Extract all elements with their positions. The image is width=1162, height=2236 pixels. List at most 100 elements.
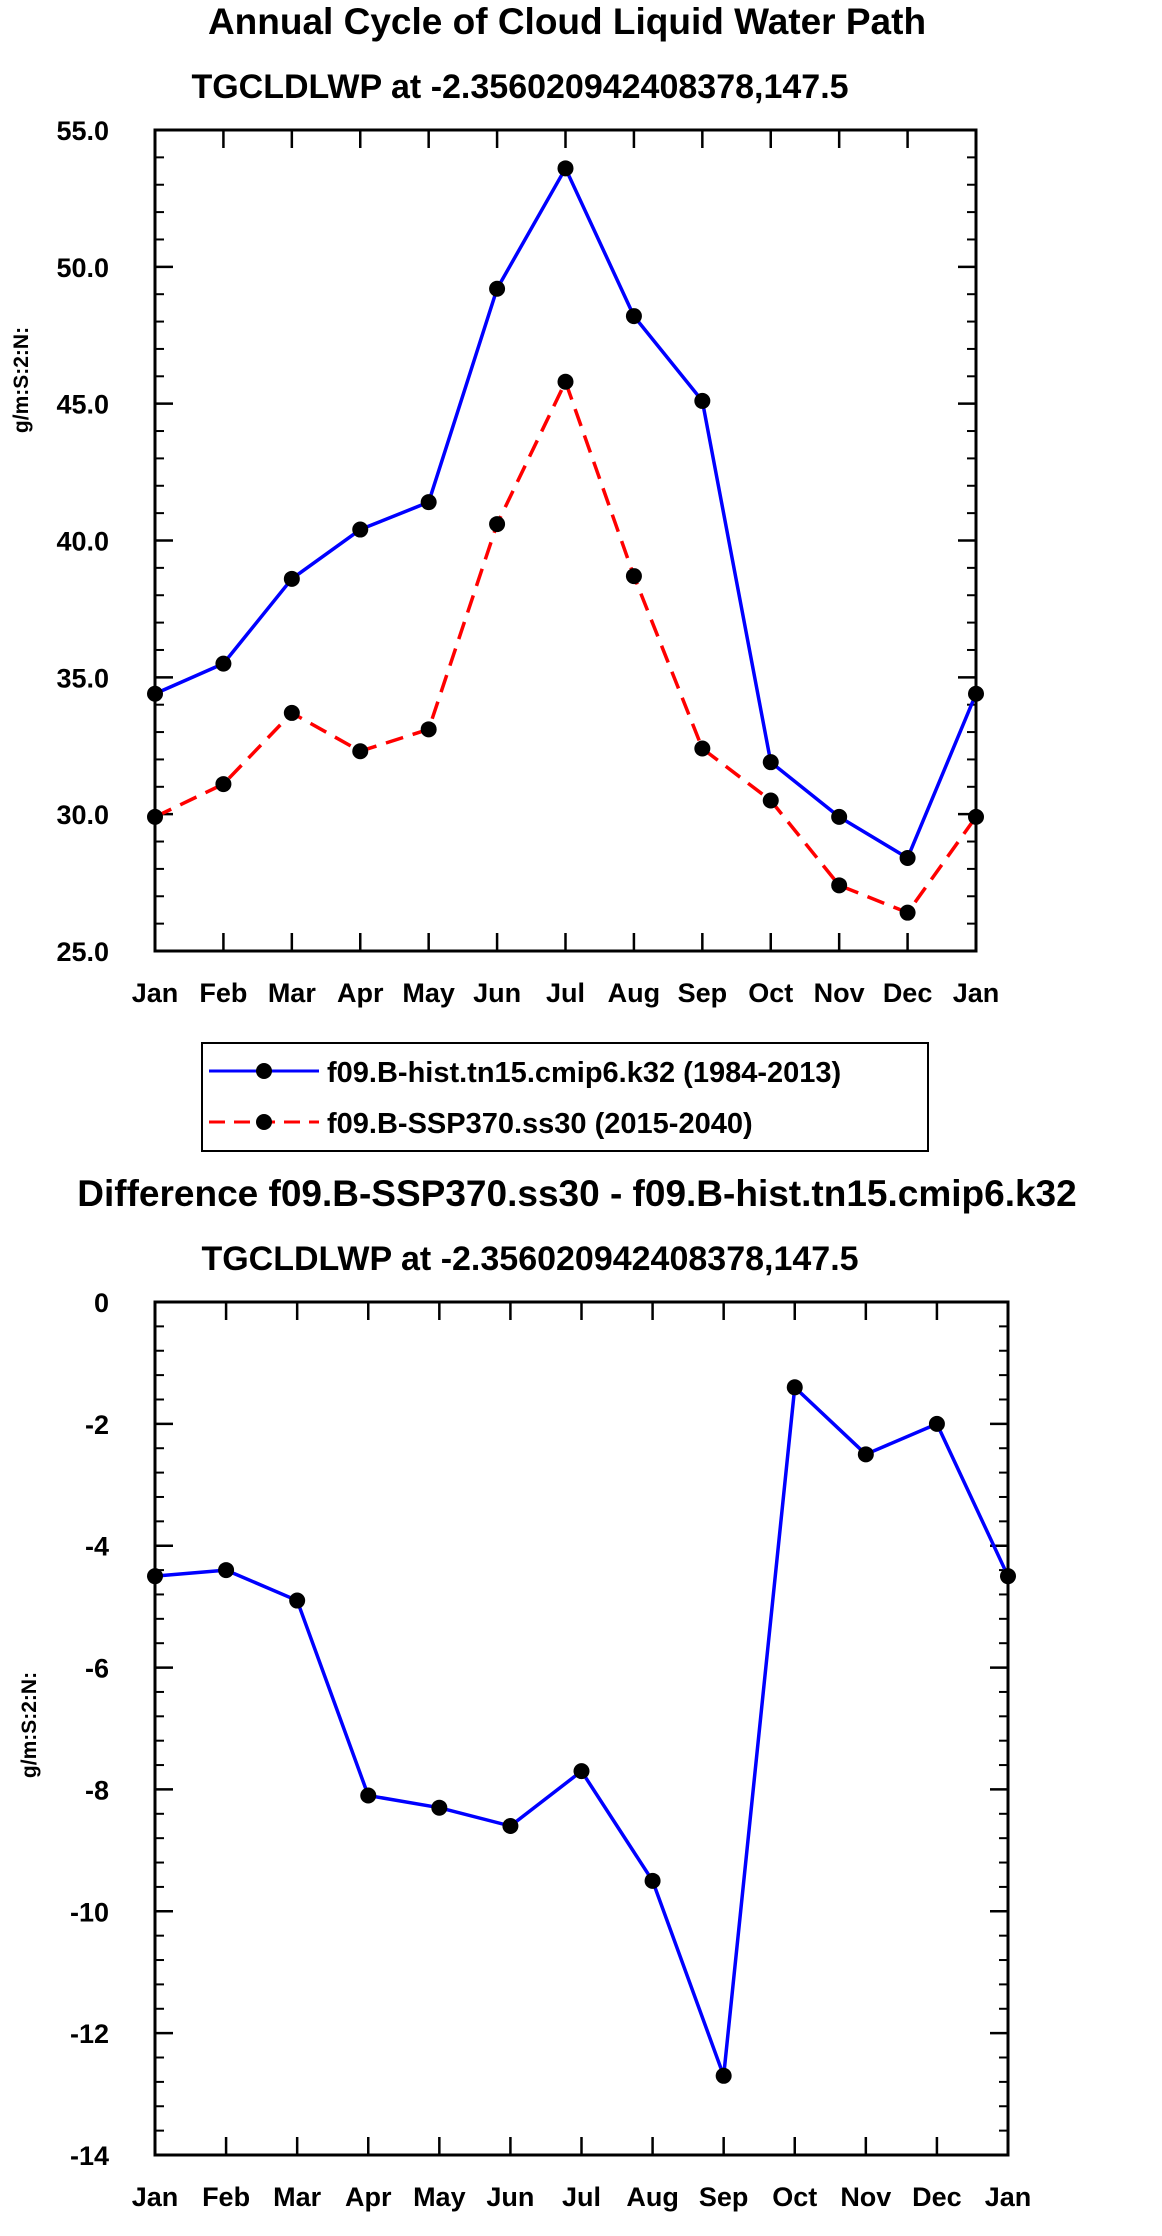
- series-0-point: [573, 1763, 590, 1780]
- series-0-point: [831, 808, 848, 825]
- series-0-point: [218, 1562, 235, 1579]
- y-tick-label: 55.0: [56, 116, 109, 146]
- x-tick-label: Aug: [608, 978, 660, 1008]
- series-0-point: [289, 1592, 306, 1609]
- y-tick-label: -12: [70, 2019, 109, 2049]
- chart1-y-tick-labels: 55.0 50.0 45.0 40.0 35.0 30.0 25.0: [56, 116, 109, 967]
- series-1-point: [283, 704, 300, 721]
- legend-swatch-ssp-marker: [256, 1114, 272, 1130]
- y-tick-label: -10: [70, 1897, 109, 1927]
- chart1-subtitle: TGCLDLWP at -2.356020942408378,147.5: [191, 68, 848, 106]
- series-1-point: [625, 568, 642, 585]
- series-line-0: [154, 166, 978, 860]
- x-tick-label: Mar: [268, 978, 317, 1008]
- series-1-point: [968, 808, 984, 825]
- x-tick-label: Mar: [273, 2182, 322, 2212]
- series-0-point: [644, 1872, 661, 1889]
- chart1-legend: f09.B-hist.tn15.cmip6.k32 (1984-2013) f0…: [201, 1042, 929, 1152]
- series-0-point: [968, 685, 984, 702]
- series-0-point: [786, 1379, 803, 1396]
- series-0-point: [625, 308, 642, 325]
- series-0-point: [715, 2067, 732, 2084]
- x-tick-label: Oct: [772, 2182, 817, 2212]
- x-tick-label: Oct: [748, 978, 793, 1008]
- y-tick-label: 40.0: [56, 527, 109, 557]
- series-0-point: [502, 1817, 519, 1834]
- x-tick-label: Dec: [883, 978, 933, 1008]
- panel-difference: Difference f09.B-SSP370.ss30 - f09.B-his…: [18, 1173, 1077, 2212]
- chart1-plot-frame: [153, 128, 978, 953]
- series-0-point: [283, 570, 300, 587]
- x-tick-label: May: [402, 978, 455, 1008]
- legend-label-hist: f09.B-hist.tn15.cmip6.k32 (1984-2013): [327, 1057, 841, 1089]
- x-tick-label: Jan: [985, 2182, 1032, 2212]
- x-tick-label: Dec: [912, 2182, 962, 2212]
- series-1-point: [215, 776, 232, 793]
- series-1-point: [420, 721, 437, 738]
- chart2-y-axis-label: g/m:S:2:N:: [18, 1672, 41, 1778]
- chart2-plot-frame: [153, 1300, 1010, 2157]
- chart1-series-layer: [147, 160, 984, 921]
- x-tick-label: Jul: [546, 978, 585, 1008]
- legend-box: [201, 1042, 929, 1152]
- x-tick-label: Sep: [699, 2182, 749, 2212]
- y-tick-label: -6: [85, 1654, 109, 1684]
- x-tick-label: Nov: [840, 2182, 891, 2212]
- chart2-y-tick-labels: 0 -2 -4 -6 -8 -10 -12 -14: [70, 1288, 109, 2171]
- series-0-point: [762, 754, 779, 771]
- series-1-point: [557, 373, 574, 390]
- x-tick-label: Jun: [486, 2182, 534, 2212]
- y-tick-label: -2: [85, 1410, 109, 1440]
- chart2-x-tick-labels: Jan Feb Mar Apr May Jun Jul Aug Sep Oct Nov Dec Jan: [132, 2182, 1032, 2212]
- chart2-series-layer: [147, 1379, 1016, 2084]
- y-tick-label: 50.0: [56, 253, 109, 283]
- series-0-point: [420, 494, 437, 511]
- chart1-ticks: [153, 128, 978, 953]
- x-tick-label: May: [413, 2182, 466, 2212]
- legend-label-ssp: f09.B-SSP370.ss30 (2015-2040): [327, 1108, 753, 1140]
- y-tick-label: 25.0: [56, 937, 109, 967]
- series-0-point: [489, 280, 506, 297]
- x-tick-label: Jan: [132, 978, 179, 1008]
- series-0-point: [899, 849, 916, 866]
- series-line-0: [154, 1385, 1010, 2078]
- y-tick-label: 45.0: [56, 390, 109, 420]
- panel-annual-cycle: Annual Cycle of Cloud Liquid Water Path …: [10, 1, 1000, 1152]
- series-line-1: [154, 380, 978, 915]
- y-tick-label: 0: [94, 1288, 109, 1318]
- series-0-point: [147, 1568, 163, 1585]
- chart1-x-tick-labels: Jan Feb Mar Apr May Jun Jul Aug Sep Oct Nov Dec Jan: [132, 978, 1000, 1008]
- x-tick-label: Apr: [345, 2182, 392, 2212]
- x-tick-label: Sep: [678, 978, 728, 1008]
- chart2-title: Difference f09.B-SSP370.ss30 - f09.B-his…: [77, 1173, 1076, 1214]
- y-tick-label: -4: [85, 1532, 109, 1562]
- y-tick-label: -8: [85, 1775, 109, 1805]
- series-1-point: [899, 904, 916, 921]
- series-0-point: [147, 685, 163, 702]
- x-tick-label: Jul: [562, 2182, 601, 2212]
- x-tick-label: Feb: [202, 2182, 250, 2212]
- x-tick-label: Aug: [626, 2182, 678, 2212]
- chart2-ticks: [153, 1300, 1010, 2157]
- x-tick-label: Apr: [337, 978, 384, 1008]
- series-1-point: [352, 743, 369, 760]
- chart1-y-axis-label: g/m:S:2:N:: [10, 327, 33, 433]
- chart1-title: Annual Cycle of Cloud Liquid Water Path: [208, 1, 926, 42]
- x-tick-label: Feb: [199, 978, 247, 1008]
- y-tick-label: 30.0: [56, 800, 109, 830]
- y-tick-label: -14: [70, 2141, 109, 2171]
- x-tick-label: Nov: [814, 978, 865, 1008]
- series-1-point: [489, 516, 506, 533]
- series-1-point: [762, 792, 779, 809]
- x-tick-label: Jan: [953, 978, 1000, 1008]
- series-0-point: [360, 1787, 377, 1804]
- series-0-point: [215, 655, 232, 672]
- series-1-point: [694, 740, 711, 757]
- y-tick-label: 35.0: [56, 663, 109, 693]
- chart2-subtitle: TGCLDLWP at -2.356020942408378,147.5: [201, 1240, 858, 1278]
- x-tick-label: Jan: [132, 2182, 179, 2212]
- series-1-point: [831, 877, 848, 894]
- series-0-point: [1000, 1568, 1016, 1585]
- series-0-point: [352, 521, 369, 538]
